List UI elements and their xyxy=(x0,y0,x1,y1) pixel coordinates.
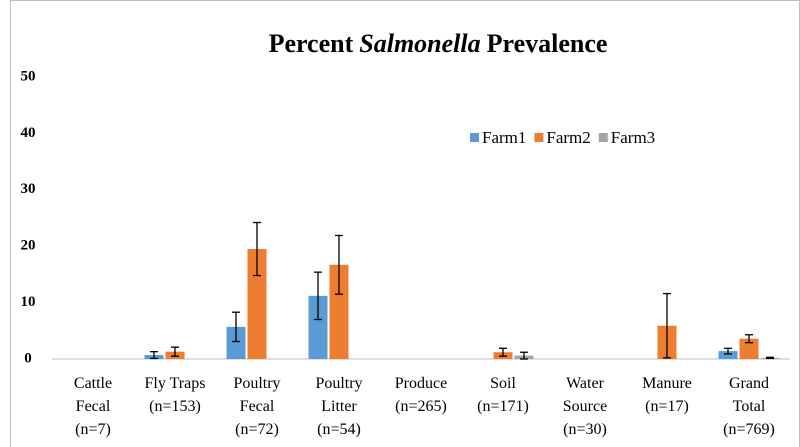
x-tick-label-line: (n=54) xyxy=(317,421,361,438)
bar xyxy=(718,351,738,359)
x-tick-label-line: Poultry xyxy=(233,375,280,392)
legend-swatch xyxy=(534,133,544,142)
y-tick-label: 50 xyxy=(21,68,36,84)
y-tick-label: 10 xyxy=(21,294,36,310)
error-bar xyxy=(520,351,528,360)
x-tick-label: Grand Total (n=769) xyxy=(723,375,775,438)
x-tick-label: Fly Traps (n=153) xyxy=(145,375,206,415)
legend-label: Farm1 xyxy=(482,128,526,147)
x-tick-label-line: Fecal xyxy=(240,398,275,415)
error-bar xyxy=(766,356,774,360)
error-bar xyxy=(724,347,732,355)
error-bar xyxy=(232,311,240,343)
error-bar xyxy=(253,221,261,277)
error-bar xyxy=(335,234,343,295)
bar xyxy=(247,249,267,359)
x-tick-label-line: Fly Traps xyxy=(145,375,206,392)
x-tick-label: Poultry Litter (n=54) xyxy=(315,375,362,438)
y-tick-label: 40 xyxy=(21,125,36,141)
error-bar xyxy=(171,346,179,357)
error-bar xyxy=(663,292,671,359)
x-tick-label-line: (n=72) xyxy=(235,421,279,438)
title-part: Percent xyxy=(269,29,354,58)
error-bar xyxy=(150,351,158,360)
legend-swatch xyxy=(598,133,608,142)
x-tick-label-line: (n=265) xyxy=(395,398,447,415)
y-tick-label: 0 xyxy=(24,350,32,366)
legend-label: Farm2 xyxy=(546,128,590,147)
x-tick-label-line: Litter xyxy=(321,398,357,415)
error-bar xyxy=(314,271,322,321)
x-tick-label-line: Source xyxy=(563,398,607,415)
error-bar xyxy=(745,334,753,344)
x-tick-label-line: Grand xyxy=(729,375,769,392)
x-tick-label-line: Fecal xyxy=(76,398,111,415)
legend-swatch xyxy=(470,133,479,142)
x-tick-label-line: (n=769) xyxy=(723,421,775,438)
x-tick-label-line: (n=7) xyxy=(75,421,111,438)
x-tick-label-line: Produce xyxy=(395,375,447,392)
x-tick-label-line: (n=17) xyxy=(645,398,689,415)
title-part: Salmonella xyxy=(359,29,480,58)
y-tick-label: 30 xyxy=(21,181,36,197)
x-tick-label-line: (n=171) xyxy=(477,398,529,415)
bar xyxy=(739,338,759,359)
x-tick-label: Produce (n=265) xyxy=(395,375,447,415)
error-bar xyxy=(499,347,507,357)
x-tick-label-line: Cattle xyxy=(74,375,112,392)
legend-label: Farm3 xyxy=(611,128,655,147)
x-tick-label-line: (n=153) xyxy=(149,398,201,415)
x-tick-label-line: Soil xyxy=(490,375,516,392)
bar xyxy=(308,295,328,359)
title-part: Prevalence xyxy=(487,29,608,58)
chart-title: Percent Salmonella Prevalence xyxy=(269,29,608,58)
x-tick-label: Water Source (n=30) xyxy=(563,375,607,438)
x-tick-label-line: (n=30) xyxy=(563,421,607,438)
x-tick-label: Manure (n=17) xyxy=(642,375,692,415)
bar xyxy=(226,326,246,359)
x-tick-label: Cattle Fecal (n=7) xyxy=(74,375,112,438)
x-tick-label: Poultry Fecal (n=72) xyxy=(233,375,280,438)
x-tick-label-line: Manure xyxy=(642,375,692,392)
x-tick-label-line: Total xyxy=(733,398,766,415)
y-tick-label: 20 xyxy=(21,238,36,254)
bar xyxy=(329,264,349,359)
x-tick-label-line: Poultry xyxy=(315,375,362,392)
x-tick-label-line: Water xyxy=(566,375,604,392)
x-tick-label: Soil (n=171) xyxy=(477,375,529,415)
